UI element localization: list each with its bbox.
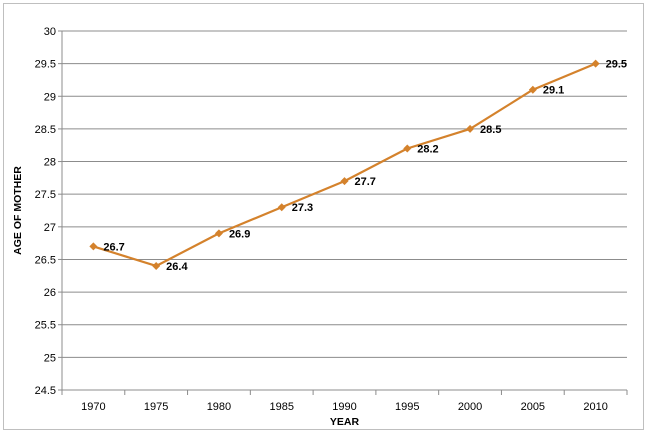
x-tick-label: 2010 xyxy=(583,401,607,413)
data-point-marker xyxy=(152,261,161,270)
data-point-marker xyxy=(277,203,286,212)
data-labels: 26.7 26.4 26.9 27.3 27.7 28.2 28.5 29.1 29.5 xyxy=(103,59,627,273)
data-label: 29.1 xyxy=(543,85,564,97)
data-point-marker xyxy=(214,229,223,238)
y-tick-label: 29.5 xyxy=(35,59,56,71)
x-tick-label: 1975 xyxy=(144,401,168,413)
y-tick-label: 25.5 xyxy=(35,320,56,332)
axes: 24.5 25 25.5 26 26.5 27 27.5 28 28.5 29 29.5 30 1970… xyxy=(35,26,628,413)
data-point-marker xyxy=(466,124,475,133)
data-label: 26.7 xyxy=(103,241,124,253)
y-tick-label: 29 xyxy=(44,91,56,103)
y-tick-label: 25 xyxy=(44,352,56,364)
x-tick-label: 2000 xyxy=(458,401,482,413)
y-tick-label: 26.5 xyxy=(35,254,56,266)
x-tick-label: 2005 xyxy=(521,401,545,413)
x-axis-title: YEAR xyxy=(330,416,360,428)
series-line-path xyxy=(93,62,597,268)
data-point-marker xyxy=(591,59,600,68)
y-tick-label: 24.5 xyxy=(35,385,56,397)
gridlines xyxy=(62,30,627,358)
chart-frame xyxy=(3,3,644,430)
x-tick-label: 1980 xyxy=(207,401,231,413)
data-label: 28.2 xyxy=(417,143,438,155)
y-tick-label: 30 xyxy=(44,26,56,38)
data-point-marker xyxy=(403,144,412,153)
y-tick-label: 27.5 xyxy=(35,189,56,201)
y-tick-label: 27 xyxy=(44,222,56,234)
data-label: 26.4 xyxy=(166,261,188,273)
data-label: 27.7 xyxy=(355,176,376,188)
x-tick-label: 1995 xyxy=(395,401,419,413)
y-tick-label: 28.5 xyxy=(35,124,56,136)
data-point-marker xyxy=(89,242,98,251)
y-tick-label: 28 xyxy=(44,157,56,169)
data-label: 26.9 xyxy=(229,228,250,240)
y-tick-label: 26 xyxy=(44,287,56,299)
data-point-marker xyxy=(340,177,349,186)
data-label: 29.5 xyxy=(606,59,627,71)
data-label: 28.5 xyxy=(480,124,501,136)
series-line xyxy=(89,59,600,270)
x-tick-label: 1970 xyxy=(81,401,105,413)
x-tick-label: 1985 xyxy=(269,401,293,413)
data-point-marker xyxy=(528,85,537,94)
x-tick-label: 1990 xyxy=(332,401,356,413)
y-axis-title: AGE OF MOTHER xyxy=(12,166,24,255)
data-label: 27.3 xyxy=(292,202,313,214)
